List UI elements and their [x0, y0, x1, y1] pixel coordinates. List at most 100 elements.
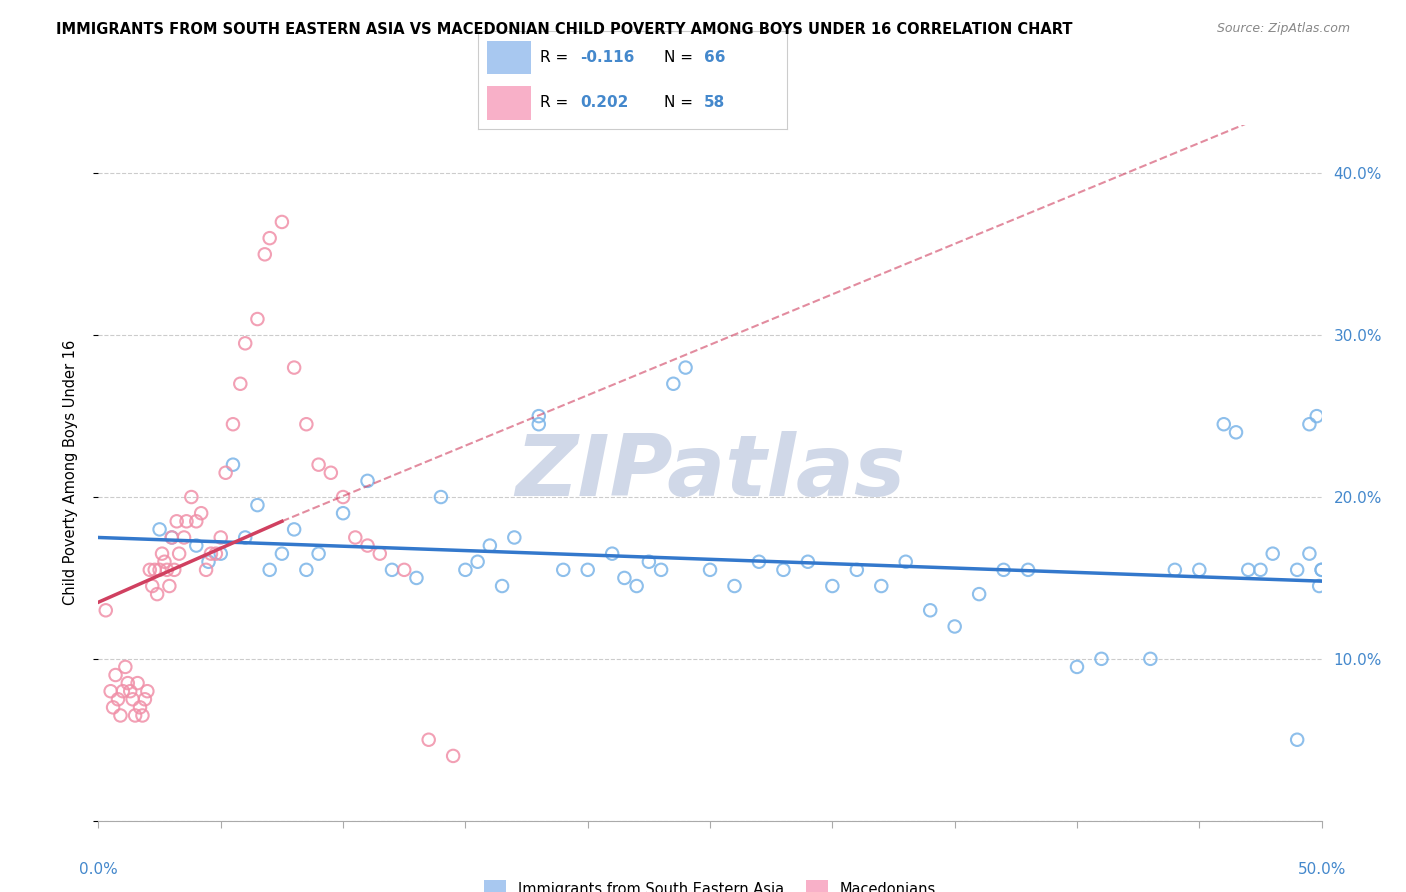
Point — [308, 458, 330, 472]
Point — [121, 692, 143, 706]
Point — [222, 458, 245, 472]
Point — [699, 563, 721, 577]
Point — [124, 708, 146, 723]
Point — [1310, 563, 1333, 577]
Point — [283, 360, 305, 375]
Text: -0.116: -0.116 — [581, 50, 634, 65]
Point — [1310, 563, 1333, 577]
Point — [186, 514, 208, 528]
Text: 66: 66 — [704, 50, 725, 65]
Point — [405, 571, 427, 585]
Point — [1298, 417, 1320, 432]
Point — [209, 531, 232, 545]
Text: 0.0%: 0.0% — [79, 863, 118, 877]
Point — [136, 684, 159, 698]
Point — [797, 555, 820, 569]
Point — [205, 547, 228, 561]
Point — [186, 539, 208, 553]
Point — [107, 692, 129, 706]
Text: ZIPatlas: ZIPatlas — [515, 431, 905, 515]
Point — [166, 514, 188, 528]
Point — [967, 587, 990, 601]
Point — [332, 490, 354, 504]
Point — [209, 547, 232, 561]
Text: R =: R = — [540, 95, 574, 111]
Point — [120, 684, 142, 698]
Point — [600, 547, 623, 561]
Point — [527, 417, 550, 432]
Point — [576, 563, 599, 577]
Point — [993, 563, 1015, 577]
Point — [259, 231, 281, 245]
Point — [430, 490, 453, 504]
Point — [214, 466, 236, 480]
Point — [1066, 660, 1088, 674]
Point — [110, 708, 132, 723]
Point — [441, 748, 464, 763]
Point — [233, 336, 256, 351]
Point — [101, 700, 124, 714]
Point — [1164, 563, 1187, 577]
Point — [1308, 579, 1330, 593]
Point — [270, 215, 294, 229]
Point — [381, 563, 404, 577]
Point — [418, 732, 440, 747]
Point — [527, 409, 550, 424]
Point — [143, 563, 166, 577]
Text: IMMIGRANTS FROM SOUTH EASTERN ASIA VS MACEDONIAN CHILD POVERTY AMONG BOYS UNDER : IMMIGRANTS FROM SOUTH EASTERN ASIA VS MA… — [56, 22, 1073, 37]
Point — [200, 547, 222, 561]
Point — [1225, 425, 1247, 440]
Point — [295, 563, 318, 577]
Point — [1017, 563, 1039, 577]
Point — [160, 531, 183, 545]
Y-axis label: Child Poverty Among Boys Under 16: Child Poverty Among Boys Under 16 — [63, 340, 77, 606]
Bar — [488, 87, 530, 120]
Text: Source: ZipAtlas.com: Source: ZipAtlas.com — [1216, 22, 1350, 36]
Point — [308, 547, 330, 561]
Point — [894, 555, 917, 569]
Point — [662, 376, 685, 391]
Point — [553, 563, 575, 577]
Point — [129, 700, 152, 714]
Point — [195, 563, 218, 577]
Point — [246, 498, 269, 512]
Text: N =: N = — [664, 50, 697, 65]
Point — [127, 676, 149, 690]
Point — [156, 563, 179, 577]
Point — [748, 555, 770, 569]
Point — [197, 555, 219, 569]
Point — [246, 312, 269, 326]
Point — [104, 668, 127, 682]
Point — [503, 531, 526, 545]
Point — [283, 522, 305, 536]
Point — [180, 490, 202, 504]
Point — [139, 563, 162, 577]
Point — [772, 563, 794, 577]
Point — [356, 474, 378, 488]
Point — [1286, 732, 1309, 747]
Point — [150, 547, 173, 561]
Point — [229, 376, 252, 391]
Point — [114, 660, 136, 674]
Point — [1188, 563, 1211, 577]
Point — [149, 522, 172, 536]
Point — [176, 514, 198, 528]
Point — [454, 563, 477, 577]
Bar — [488, 41, 530, 74]
Point — [153, 555, 176, 569]
Point — [392, 563, 416, 577]
Point — [1090, 652, 1112, 666]
Point — [943, 619, 966, 633]
Point — [173, 531, 195, 545]
Point — [94, 603, 117, 617]
Point — [1261, 547, 1284, 561]
Point — [295, 417, 318, 432]
Point — [1237, 563, 1260, 577]
Point — [1298, 547, 1320, 561]
Text: R =: R = — [540, 50, 574, 65]
Legend: Immigrants from South Eastern Asia, Macedonians: Immigrants from South Eastern Asia, Mace… — [478, 874, 942, 892]
Point — [134, 692, 156, 706]
Point — [111, 684, 134, 698]
Point — [270, 547, 294, 561]
Point — [146, 587, 169, 601]
